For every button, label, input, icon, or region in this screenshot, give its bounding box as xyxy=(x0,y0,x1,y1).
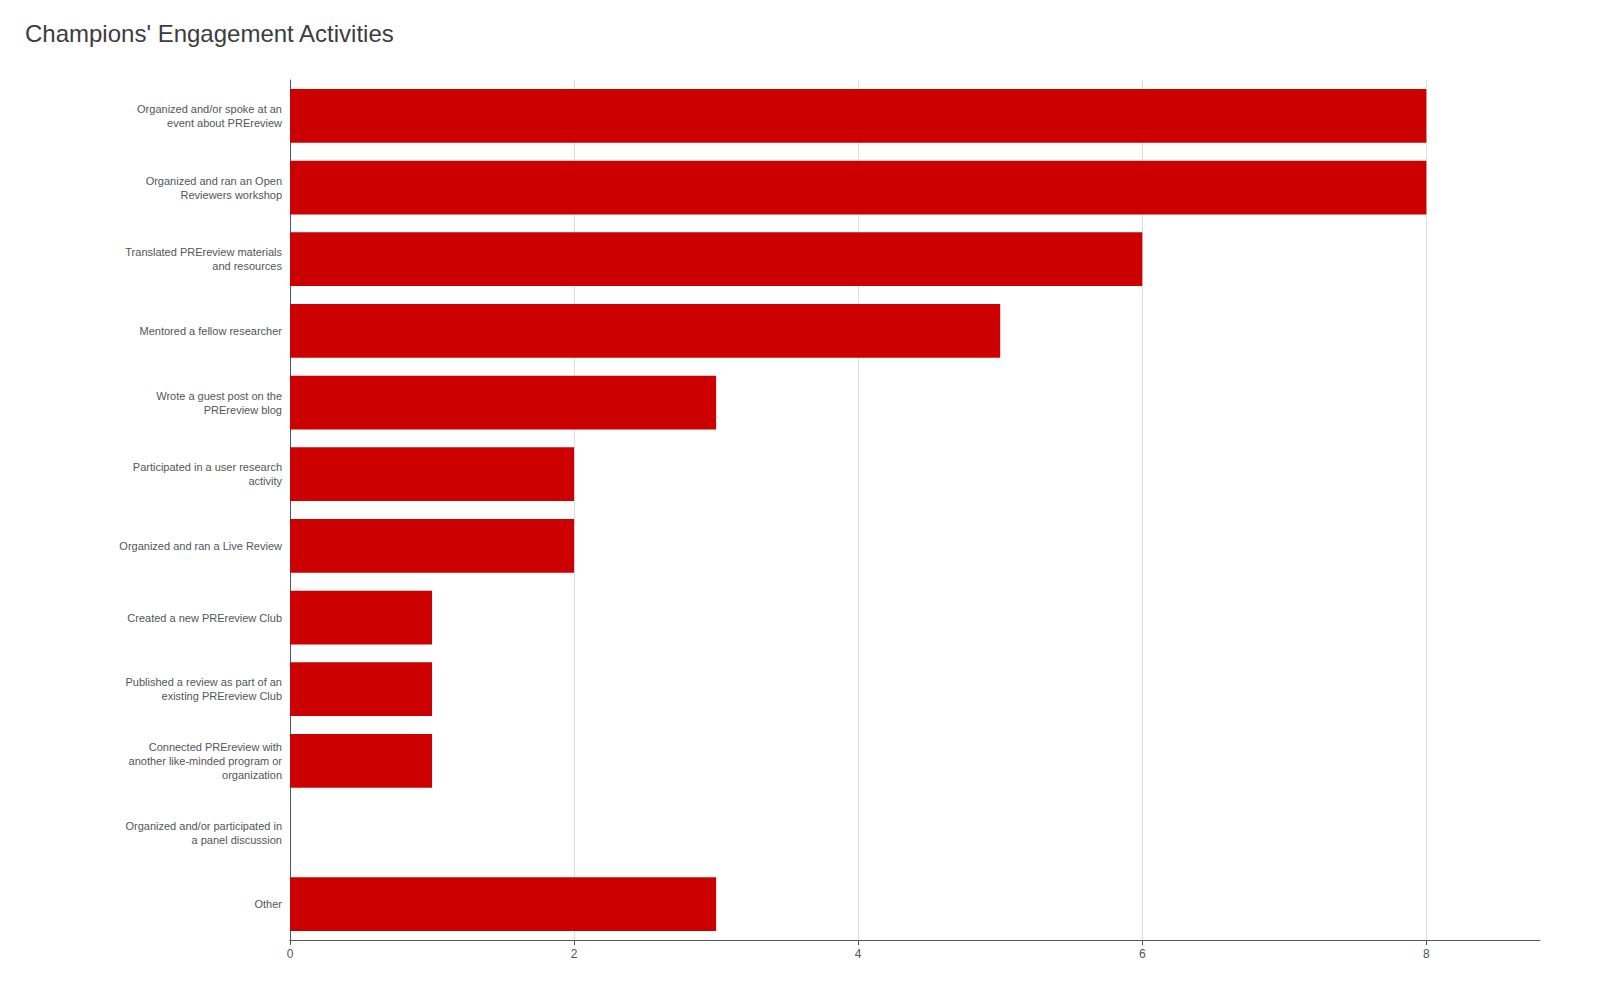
svg-text:event about PREreview: event about PREreview xyxy=(167,117,282,129)
svg-text:0: 0 xyxy=(287,947,294,961)
svg-text:8: 8 xyxy=(1423,947,1430,961)
svg-text:2: 2 xyxy=(571,947,578,961)
svg-text:Mentored a fellow researcher: Mentored a fellow researcher xyxy=(140,325,283,337)
svg-text:Organized and ran an Open: Organized and ran an Open xyxy=(146,175,282,187)
svg-text:a panel discussion: a panel discussion xyxy=(191,834,282,846)
svg-text:4: 4 xyxy=(855,947,862,961)
svg-text:Champions' Engagement Activiti: Champions' Engagement Activities xyxy=(25,20,394,47)
svg-text:organization: organization xyxy=(222,769,282,781)
svg-text:Organized and ran a Live Revie: Organized and ran a Live Review xyxy=(119,540,282,552)
svg-text:and resources: and resources xyxy=(212,260,282,272)
svg-text:Translated PREreview materials: Translated PREreview materials xyxy=(125,246,282,258)
svg-text:Participated in a user researc: Participated in a user research xyxy=(133,461,282,473)
svg-text:PREreview blog: PREreview blog xyxy=(204,404,282,416)
svg-text:existing PREreview Club: existing PREreview Club xyxy=(162,690,282,702)
svg-text:Reviewers workshop: Reviewers workshop xyxy=(181,189,282,201)
svg-text:Connected PREreview with: Connected PREreview with xyxy=(149,741,282,753)
svg-text:Wrote a guest post on the: Wrote a guest post on the xyxy=(156,390,282,402)
svg-text:Published a review as part of: Published a review as part of an xyxy=(125,676,282,688)
svg-text:6: 6 xyxy=(1139,947,1146,961)
svg-text:another like-minded program or: another like-minded program or xyxy=(129,755,283,767)
svg-text:Created a new PREreview Club: Created a new PREreview Club xyxy=(127,612,282,624)
svg-text:Other: Other xyxy=(254,898,282,910)
svg-text:Organized and/or spoke at an: Organized and/or spoke at an xyxy=(137,103,282,115)
svg-text:activity: activity xyxy=(248,475,282,487)
svg-text:Organized and/or participated: Organized and/or participated in xyxy=(125,820,282,832)
